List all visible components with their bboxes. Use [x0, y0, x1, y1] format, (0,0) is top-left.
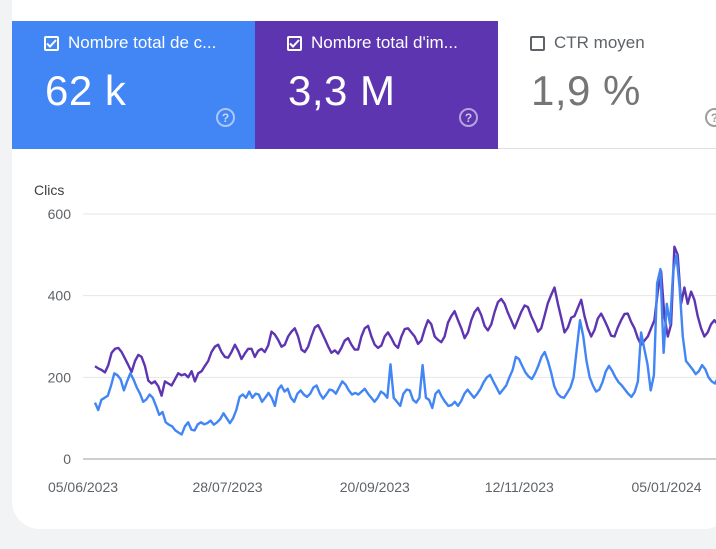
help-icon[interactable]: ?: [705, 108, 716, 127]
y-tick-label: 400: [48, 288, 72, 304]
line-chart: Clics 600 400 200 0 05/06/2023 28/07/2023 20/…: [34, 182, 716, 495]
metric-tile-ctr[interactable]: CTR moyen 1,9 % ?: [498, 21, 716, 149]
x-tick-label: 20/09/2023: [340, 479, 410, 495]
help-icon[interactable]: ?: [459, 108, 478, 127]
help-icon[interactable]: ?: [216, 108, 235, 127]
y-tick-label: 0: [63, 451, 71, 467]
performance-card: Nombre total de c... 62 k ? Nombre total…: [12, 0, 716, 529]
impressions-line: [94, 245, 716, 397]
metric-label: Nombre total de c...: [68, 33, 217, 52]
x-tick-label: 05/01/2024: [632, 479, 702, 495]
x-axis-ticks: 05/06/2023 28/07/2023 20/09/2023 12/11/2023…: [48, 479, 702, 495]
metric-label: Nombre total d'im...: [311, 33, 458, 52]
checkbox-checked-icon[interactable]: [287, 35, 302, 51]
metric-value: 1,9 %: [531, 67, 641, 114]
metric-tiles: Nombre total de c... 62 k ? Nombre total…: [12, 21, 716, 149]
y-tick-label: 600: [48, 206, 72, 222]
metric-value: 62 k: [45, 67, 127, 114]
metric-tile-impressions[interactable]: Nombre total d'im... 3,3 M ?: [255, 21, 498, 149]
y-tick-label: 200: [48, 369, 72, 385]
checkbox-unchecked-icon[interactable]: [530, 35, 545, 51]
x-tick-label: 05/06/2023: [48, 479, 118, 495]
metric-value: 3,3 M: [288, 67, 396, 114]
x-tick-label: 12/11/2023: [485, 479, 554, 495]
series-group: [93, 245, 716, 436]
y-axis-ticks: 600 400 200 0: [48, 206, 72, 467]
metric-tile-header: CTR moyen: [530, 33, 645, 53]
x-tick-label: 28/07/2023: [192, 479, 262, 495]
clicks-line: [93, 253, 716, 436]
gridlines: [83, 213, 716, 460]
metric-label: CTR moyen: [554, 33, 645, 52]
metric-tile-header: Nombre total d'im...: [287, 33, 458, 53]
y-axis-title: Clics: [34, 182, 64, 198]
metric-tile-header: Nombre total de c...: [44, 33, 216, 53]
metric-tile-clicks[interactable]: Nombre total de c... 62 k ?: [12, 21, 255, 149]
checkbox-checked-icon[interactable]: [44, 35, 59, 51]
